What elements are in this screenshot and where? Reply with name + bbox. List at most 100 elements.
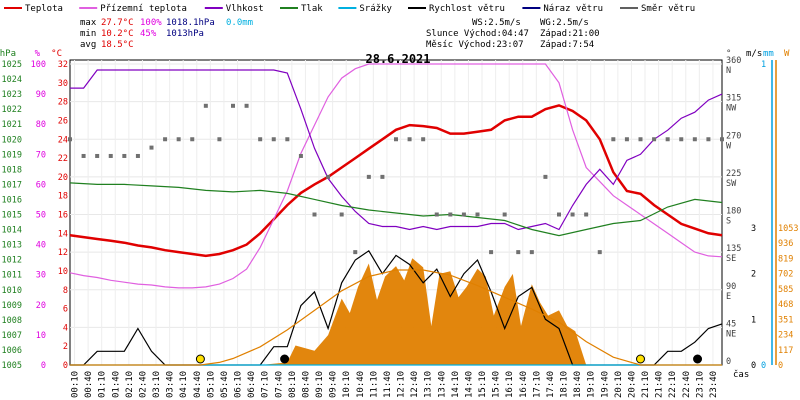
y-unit-temperature: °C [51, 49, 62, 59]
wind-speed-info: WS:2.5m/s [472, 18, 521, 28]
y-tick-pressure: 1007 [2, 331, 22, 341]
y-tick-temperature: 0 [63, 361, 68, 371]
wind-direction-point [448, 212, 453, 217]
x-tick-label: 17:10 [532, 371, 542, 398]
y-tick-humidity: 90 [36, 90, 46, 100]
y-tick-pressure: 1013 [2, 241, 22, 251]
y-tick-temperature: 28 [58, 98, 68, 108]
wind-direction-point [190, 137, 195, 142]
x-tick-label: 21:40 [655, 371, 665, 398]
x-tick-label: 21:10 [641, 371, 651, 398]
series-line-tlak [69, 182, 723, 237]
y-tick-temperature: 32 [58, 60, 68, 70]
wind-dir-tick: 45 [726, 319, 736, 329]
wind-direction-point [475, 212, 480, 217]
x-tick-label: 18:10 [560, 371, 570, 398]
stat-pressure: 1013hPa [166, 29, 204, 39]
y-unit-humidity: % [35, 49, 41, 59]
wind-dir-label: SW [726, 179, 737, 189]
solar-tick: 468 [778, 300, 793, 310]
x-tick-label: 19:40 [600, 371, 610, 398]
y-tick-pressure: 1022 [2, 105, 22, 115]
wind-dir-label: N [726, 66, 731, 76]
wind-speed-unit: m/s [746, 49, 762, 59]
wind-direction-point [244, 103, 249, 108]
y-tick-pressure: 1014 [2, 226, 22, 236]
y-tick-temperature: 10 [58, 267, 68, 277]
stat-temp: 10.2°C [101, 29, 134, 39]
legend-item: Srážky [359, 4, 392, 14]
x-tick-label: 13:40 [437, 371, 447, 398]
wind-direction-point [665, 137, 670, 142]
x-tick-label: 15:10 [478, 371, 488, 398]
stat-temp: 18.5°C [101, 40, 134, 50]
x-axis-unit: čas [733, 369, 749, 380]
wind-direction-point [231, 103, 235, 108]
wind-direction-point [529, 250, 534, 255]
y-tick-humidity: 100 [31, 60, 46, 70]
y-tick-humidity: 70 [36, 150, 46, 160]
wind-dir-tick: 360 [726, 56, 741, 66]
x-tick-label: 06:40 [247, 371, 257, 398]
wind-dir-label: SE [726, 254, 736, 264]
wind-direction-point [557, 212, 561, 217]
y-tick-temperature: 30 [58, 79, 68, 89]
x-tick-label: 11:10 [369, 371, 379, 398]
y-tick-pressure: 1008 [2, 316, 22, 326]
wind-direction-point [122, 153, 127, 158]
y-tick-humidity: 40 [36, 241, 46, 251]
stat-humidity: 45% [140, 29, 157, 39]
sunrise-marker [195, 354, 205, 364]
wind-direction-point [176, 137, 181, 142]
x-tick-label: 16:10 [505, 371, 515, 398]
wind-direction-point [720, 137, 724, 142]
wind-dir-tick: 0 [726, 357, 731, 367]
x-tick-label: 06:10 [234, 371, 244, 398]
wind-direction-point [312, 212, 317, 217]
y-tick-pressure: 1020 [2, 135, 22, 145]
y-tick-temperature: 16 [58, 211, 68, 221]
y-tick-pressure: 1018 [2, 165, 22, 175]
wind-direction-point [638, 137, 643, 142]
y-tick-pressure: 1021 [2, 120, 22, 130]
solar-tick: 819 [778, 254, 793, 264]
wind-direction-point [692, 137, 697, 142]
wind-direction-point [434, 212, 439, 217]
wind-direction-point [95, 153, 100, 158]
wind-direction-point [421, 137, 426, 142]
rain-unit: mm [763, 49, 774, 59]
solar-tick: 936 [778, 239, 793, 249]
x-tick-label: 05:40 [220, 371, 230, 398]
y-tick-temperature: 6 [63, 305, 68, 315]
x-tick-label: 12:10 [397, 371, 407, 398]
x-tick-label: 10:40 [356, 371, 366, 398]
x-tick-label: 01:40 [111, 371, 121, 398]
legend-item: Směr větru [641, 4, 695, 14]
x-tick-label: 04:10 [179, 371, 189, 398]
y-tick-pressure: 1005 [2, 361, 22, 371]
wind-dir-unit: ° [726, 49, 731, 59]
wind-direction-point [461, 212, 466, 217]
wind-direction-point [380, 174, 385, 179]
y-tick-temperature: 26 [58, 116, 68, 126]
x-tick-label: 02:10 [125, 371, 135, 398]
x-tick-label: 20:10 [614, 371, 624, 398]
rain-tick: 0 [761, 361, 766, 371]
y-tick-humidity: 10 [36, 331, 46, 341]
wind-direction-point [652, 137, 657, 142]
legend-item: Rychlost větru [429, 4, 505, 14]
x-tick-label: 22:40 [682, 371, 692, 398]
solar-tick: 702 [778, 270, 793, 280]
stat-label: min [80, 29, 96, 39]
stat-label: avg [80, 40, 96, 50]
wind-direction-point [679, 137, 684, 142]
wind-dir-tick: 180 [726, 207, 741, 217]
x-tick-label: 14:10 [451, 371, 461, 398]
stat-temp: 27.7°C [101, 18, 134, 28]
y-tick-temperature: 2 [63, 342, 68, 352]
wind-direction-point [516, 250, 521, 255]
wind-direction-point [298, 153, 303, 158]
sun-set-info: Západ:21:00 [540, 29, 600, 39]
